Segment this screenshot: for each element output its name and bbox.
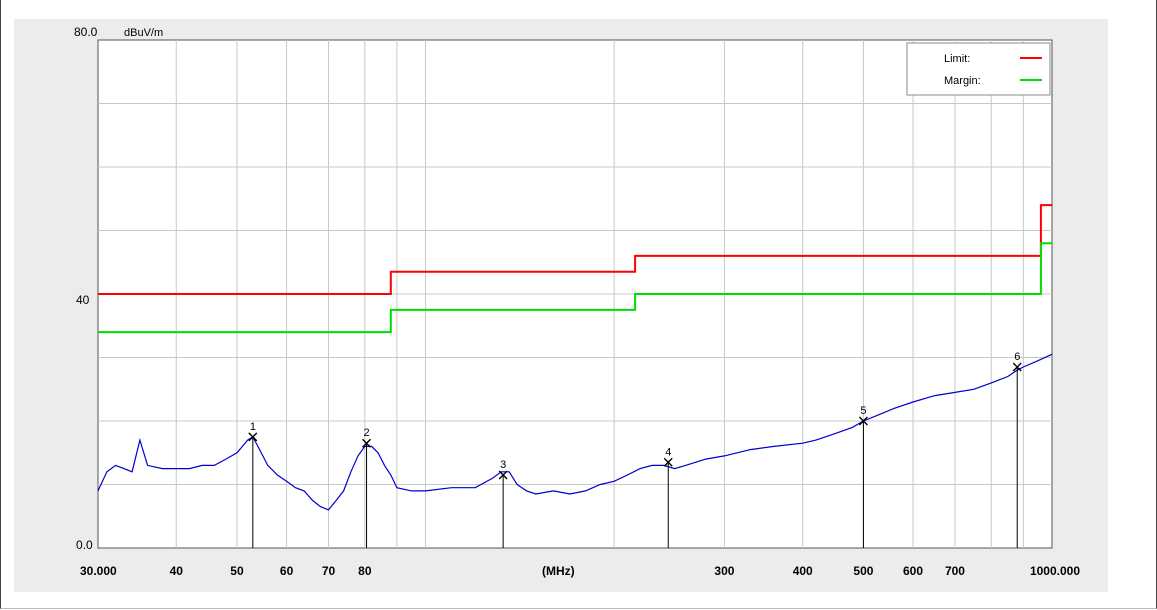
y-bottom-label: 0.0: [76, 538, 93, 552]
x-tick-label: 400: [793, 564, 813, 578]
marker-label: 4: [665, 446, 671, 458]
marker-cross: [663, 457, 673, 467]
marker-cross: [858, 416, 868, 426]
markers: 1 2 3 4 5 6: [248, 351, 1022, 548]
legend-limit-label: Limit:: [944, 53, 970, 65]
legend-margin-label: Margin:: [944, 75, 981, 87]
marker-label: 2: [364, 427, 370, 439]
marker-cross: [498, 470, 508, 480]
x-tick-label: 80: [358, 564, 372, 578]
marker-label: 5: [860, 405, 866, 417]
unit-label: dBuV/m: [124, 27, 163, 39]
marker-label: 1: [250, 421, 256, 433]
x-tick-label: 1000.000: [1030, 564, 1080, 578]
y-top-label: 80.0: [74, 25, 98, 39]
emission-chart: 1 2 3 4 5 6 80.0 dBuV/m 40 0.0 (MHz) 30.000 40…: [74, 25, 1080, 578]
x-tick-labels: 30.000 40 50 60 70 80 300 400 500 600 700 1000.000: [80, 564, 1080, 578]
chart-panel: 1 2 3 4 5 6 80.0 dBuV/m 40 0.0 (MHz) 30.000 40…: [14, 19, 1108, 592]
margin-line: [98, 242, 1052, 334]
x-tick-label: 700: [945, 564, 965, 578]
measurement-trace-path: [97, 353, 1053, 511]
measurement-trace: [97, 353, 1053, 511]
x-tick-label: 40: [170, 564, 184, 578]
marker-cross: [362, 438, 372, 448]
x-tick-label: 300: [714, 564, 734, 578]
x-tick-label: 50: [230, 564, 244, 578]
x-tick-label: 600: [903, 564, 923, 578]
legend: Limit: Margin:: [906, 42, 1051, 96]
x-tick-label: 500: [853, 564, 873, 578]
x-tick-label: 30.000: [80, 564, 117, 578]
x-axis-unit-label: (MHz): [542, 564, 575, 578]
axis-labels: 80.0 dBuV/m 40 0.0 (MHz): [74, 25, 575, 578]
x-tick-label: 60: [280, 564, 294, 578]
marker-cross: [248, 432, 258, 442]
marker-label: 6: [1014, 351, 1020, 363]
marker-label: 3: [500, 459, 506, 471]
legend-box: [906, 42, 1051, 96]
margin-line-path: [98, 242, 1052, 334]
limit-line-path: [98, 204, 1052, 295]
x-tick-label: 70: [322, 564, 336, 578]
limit-line: [98, 204, 1052, 295]
y-mid-label: 40: [76, 293, 90, 307]
marker-cross: [1012, 362, 1022, 372]
